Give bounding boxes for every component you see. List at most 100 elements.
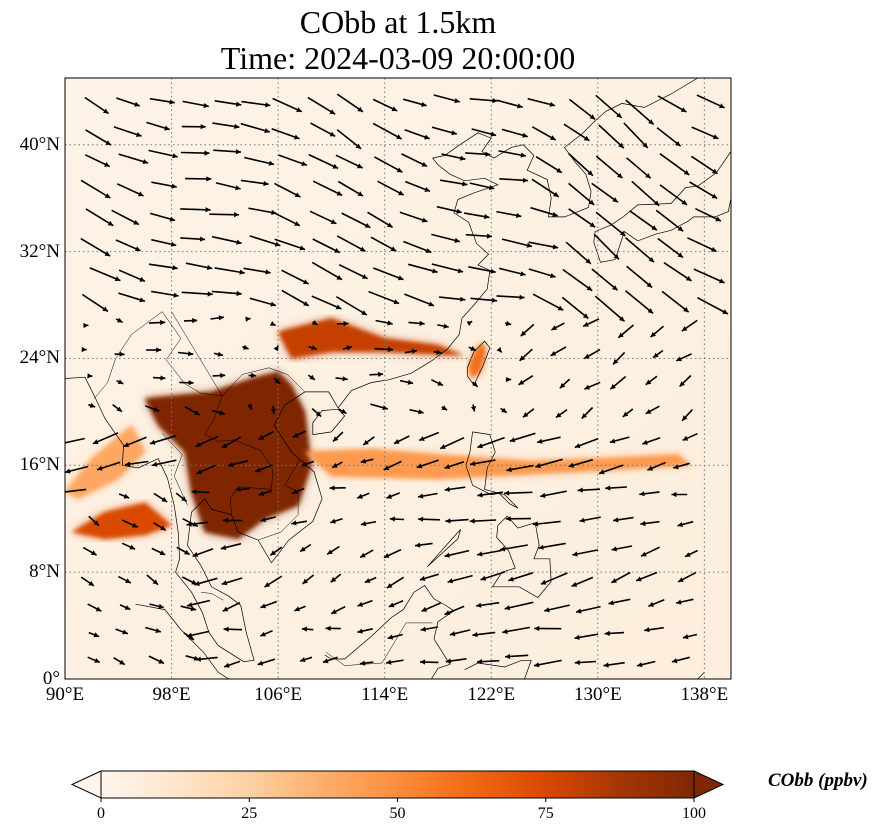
wind-arrow	[153, 492, 168, 503]
wind-arrow	[82, 546, 97, 556]
wind-arrow	[151, 181, 177, 189]
wind-arrow	[370, 403, 389, 411]
wind-arrow	[532, 293, 564, 311]
wind-arrow	[185, 262, 213, 270]
wind-arrow	[499, 177, 529, 183]
wind-arrow	[342, 345, 353, 351]
wind-arrow	[329, 485, 346, 491]
wind-arrow	[505, 516, 532, 522]
wind-arrow	[65, 488, 87, 493]
wind-arrow	[439, 436, 465, 450]
wind-arrow	[151, 547, 166, 556]
wind-arrow	[504, 320, 512, 326]
wind-arrow	[184, 406, 201, 416]
wind-arrow	[210, 315, 225, 321]
wind-arrow	[677, 520, 694, 527]
wind-arrow	[575, 605, 601, 614]
wind-arrow	[431, 263, 464, 274]
wind-arrow	[496, 294, 525, 300]
wind-arrow	[179, 380, 194, 386]
wind-arrow	[604, 630, 625, 636]
wind-arrow	[647, 461, 666, 471]
wind-arrow	[661, 290, 690, 313]
wind-arrow	[118, 575, 132, 584]
wind-arrow	[433, 94, 461, 104]
wind-arrow	[508, 572, 534, 582]
wind-arrow	[377, 180, 405, 196]
wind-arrow	[294, 605, 306, 612]
wind-arrow	[209, 212, 240, 218]
wind-arrow	[299, 656, 313, 662]
wind-arrow	[186, 630, 210, 638]
wind-arrow	[291, 487, 305, 495]
wind-arrow	[679, 374, 692, 388]
latitude-label: 8°N	[29, 561, 60, 583]
wind-arrow	[645, 375, 658, 386]
wind-arrow	[477, 436, 505, 449]
wind-arrow	[612, 351, 626, 365]
wind-arrow	[538, 542, 566, 550]
wind-arrow	[248, 372, 257, 379]
wind-arrow	[360, 520, 377, 527]
wind-arrow	[183, 318, 198, 324]
wind-arrow	[180, 150, 210, 156]
wind-arrow	[504, 601, 534, 611]
wind-arrow	[417, 492, 438, 499]
wind-arrow	[383, 460, 402, 471]
wind-arrow	[118, 269, 146, 283]
wind-arrow	[582, 318, 600, 328]
wind-arrow	[693, 268, 725, 284]
wind-arrow	[223, 626, 243, 632]
wind-arrow	[65, 465, 89, 474]
wind-arrow	[624, 237, 655, 263]
wind-arrow	[469, 182, 495, 190]
wind-arrow	[85, 208, 114, 227]
wind-arrow	[441, 153, 466, 161]
wind-arrow	[331, 461, 343, 469]
wind-arrow	[403, 240, 432, 254]
wind-arrow	[579, 516, 601, 523]
wind-arrow	[544, 604, 570, 613]
wind-arrow	[536, 436, 561, 444]
coastline	[135, 603, 229, 679]
wind-arrow	[118, 292, 146, 303]
wind-arrow	[336, 235, 366, 253]
wind-arrow	[181, 124, 206, 130]
wind-arrow	[330, 605, 346, 615]
wind-arrow	[111, 209, 140, 226]
wind-arrow	[213, 149, 242, 155]
wind-arrow	[96, 461, 121, 471]
map-frame	[64, 77, 732, 680]
wind-arrow	[214, 100, 242, 107]
wind-arrow	[364, 576, 377, 584]
wind-arrow	[504, 490, 533, 496]
longitude-label: 90°E	[45, 684, 85, 705]
wind-arrow	[281, 289, 310, 307]
wind-arrow	[148, 263, 178, 271]
wind-arrow	[559, 378, 571, 389]
wind-arrow	[221, 577, 243, 586]
wind-arrow	[222, 601, 241, 612]
wind-arrow	[520, 323, 535, 337]
wind-arrow	[419, 659, 439, 665]
wind-arrow	[80, 576, 95, 587]
wind-arrow	[292, 430, 306, 439]
wind-arrow	[151, 238, 177, 247]
wind-arrow	[311, 407, 322, 418]
wind-arrow	[534, 625, 562, 632]
colorbar-max-extension	[693, 770, 725, 799]
longitude-label: 98°E	[152, 684, 191, 705]
wind-arrow	[595, 211, 626, 237]
wind-arrow	[195, 435, 219, 448]
wind-arrow	[404, 128, 430, 140]
wind-arrow	[249, 235, 281, 247]
wind-arrow	[244, 156, 275, 166]
wind-arrow	[115, 317, 123, 324]
wind-arrow	[617, 324, 635, 339]
wind-arrow	[83, 322, 89, 329]
wind-arrow	[445, 518, 469, 524]
wind-arrow	[608, 598, 631, 606]
wind-arrow	[195, 656, 218, 662]
longitude-label: 106°E	[254, 684, 302, 705]
wind-arrow	[299, 543, 312, 553]
